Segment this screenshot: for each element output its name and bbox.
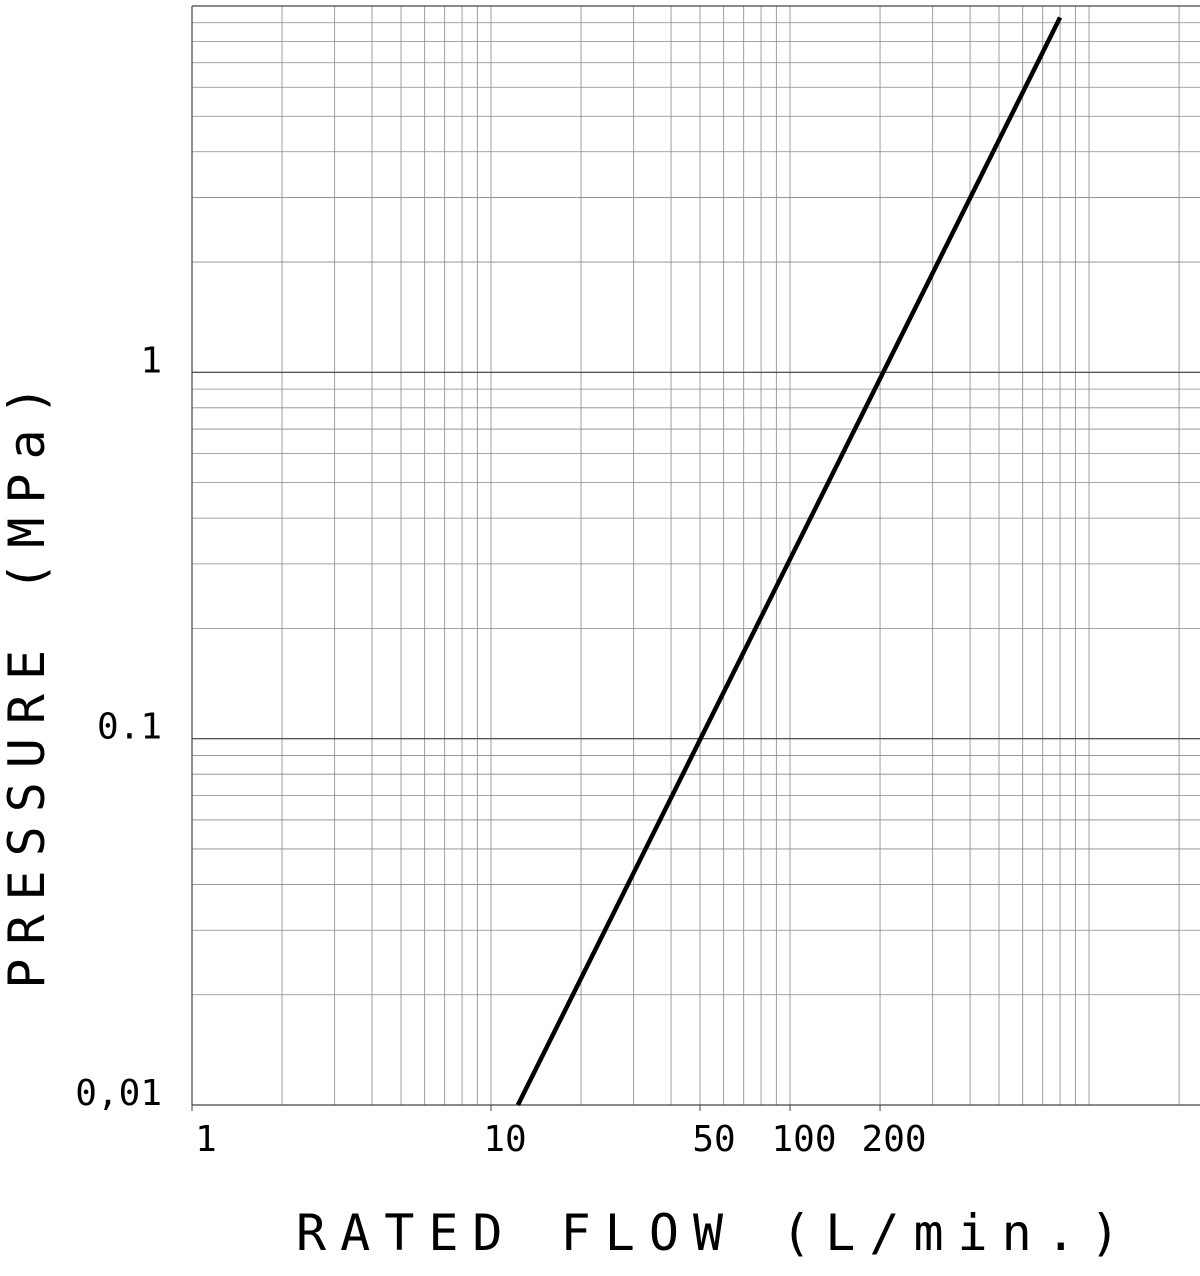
- y-tick-label: 1: [140, 340, 162, 381]
- y-tick-label: 0,01: [75, 1073, 162, 1114]
- x-axis-label: RATED FLOW (L/min.): [296, 1204, 1134, 1262]
- y-axis-label: PRESSURE (MPa): [0, 371, 56, 988]
- x-tick-label: 1: [195, 1119, 217, 1160]
- x-tick-label: 100: [772, 1119, 837, 1160]
- x-tick-label: 10: [483, 1119, 526, 1160]
- y-tick-label: 0.1: [97, 707, 162, 748]
- x-tick-label: 200: [862, 1119, 927, 1160]
- x-tick-label: 50: [692, 1119, 735, 1160]
- data-line: [515, 16, 1063, 1107]
